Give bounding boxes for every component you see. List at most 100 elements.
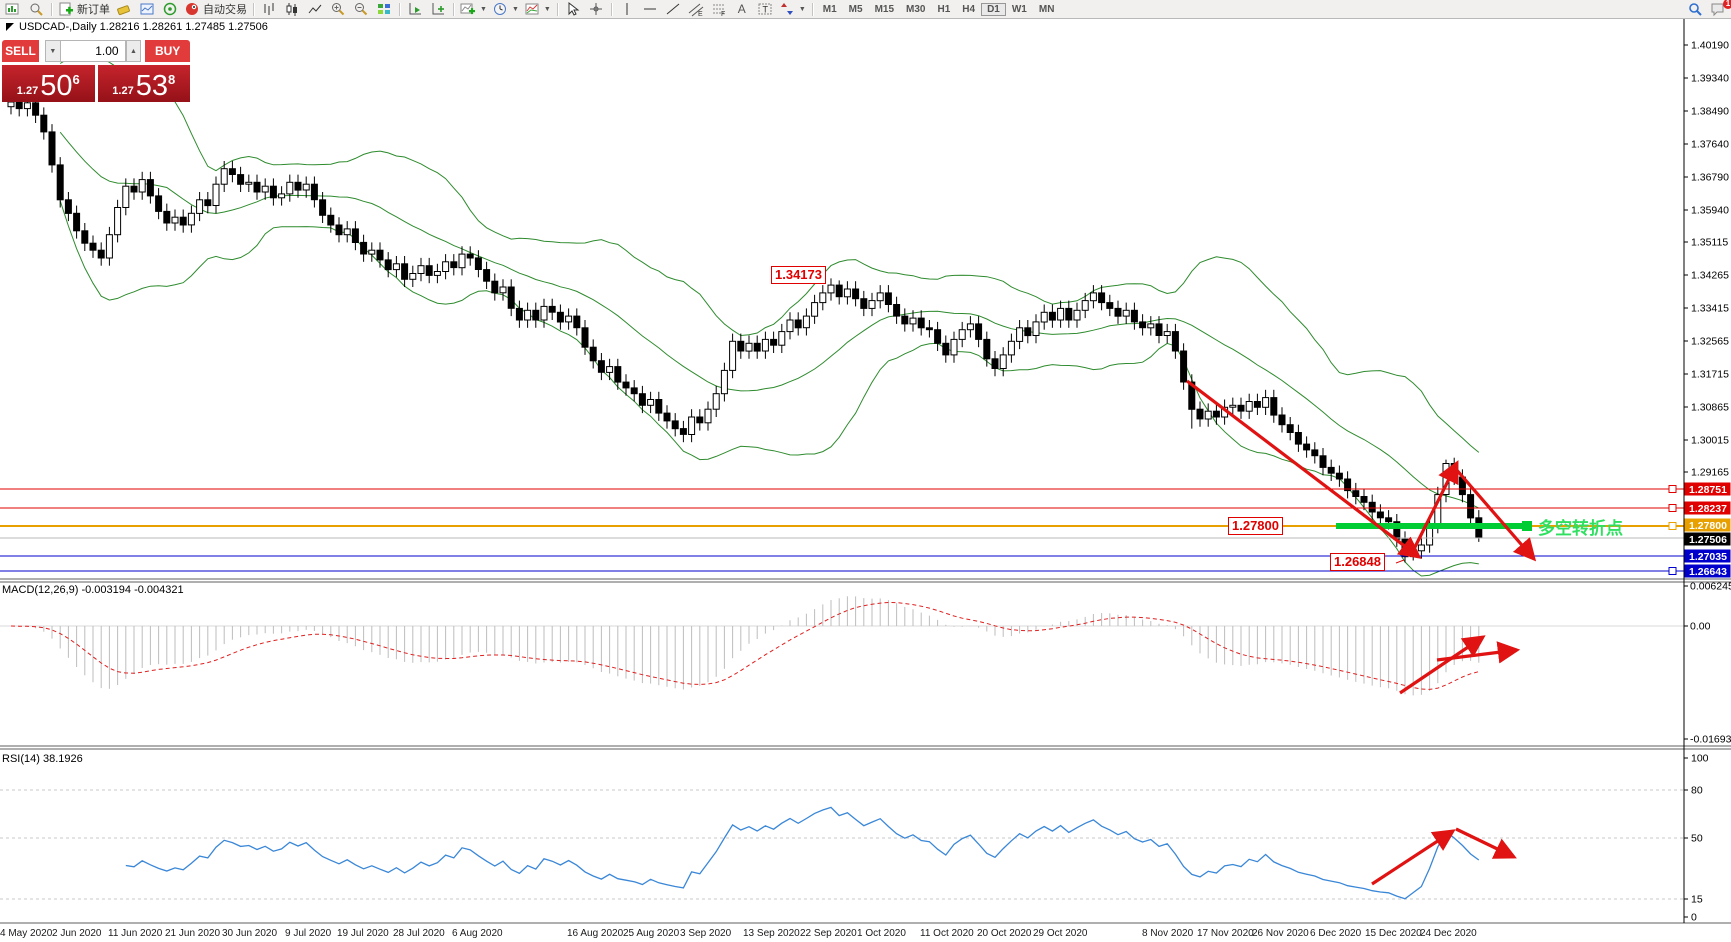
svg-text:1.29165: 1.29165 xyxy=(1691,467,1729,479)
tf-MN[interactable]: MN xyxy=(1038,3,1055,15)
svg-text:20 Oct 2020: 20 Oct 2020 xyxy=(977,928,1032,939)
svg-text:100: 100 xyxy=(1691,753,1709,765)
svg-text:2 Jun 2020: 2 Jun 2020 xyxy=(52,928,102,939)
text-button[interactable]: A xyxy=(737,2,746,16)
svg-text:17 Nov 2020: 17 Nov 2020 xyxy=(1197,928,1254,939)
chart-shift-button[interactable] xyxy=(427,1,449,17)
svg-text:0.006245: 0.006245 xyxy=(1690,581,1731,593)
svg-text:1.30015: 1.30015 xyxy=(1691,435,1729,447)
svg-text:1.35940: 1.35940 xyxy=(1691,205,1729,217)
tf-H4[interactable]: H4 xyxy=(962,3,976,15)
svg-text:50: 50 xyxy=(1691,833,1703,845)
chevron-down-icon: ▼ xyxy=(480,5,487,13)
chart-window-icon[interactable] xyxy=(136,1,158,17)
text-label-button[interactable]: T xyxy=(754,1,776,17)
turning-point-line[interactable] xyxy=(1336,521,1532,531)
sell-button[interactable]: SELL xyxy=(2,40,39,62)
new-chart-button[interactable] xyxy=(2,1,24,17)
tf-W1[interactable]: W1 xyxy=(1011,3,1027,15)
templates-button[interactable]: ▼ xyxy=(522,1,553,17)
timeframe-group: M1 M5 M15 M30 H1 H4 D1 W1 MN xyxy=(817,2,1061,16)
panel-separators xyxy=(0,578,1731,924)
svg-text:11 Oct 2020: 11 Oct 2020 xyxy=(920,928,974,939)
symbol-info-bar: USDCAD-,Daily 1.28216 1.28261 1.27485 1.… xyxy=(6,21,268,33)
svg-text:1.38490: 1.38490 xyxy=(1691,106,1729,118)
svg-text:1.35115: 1.35115 xyxy=(1691,237,1728,249)
cursor-button[interactable] xyxy=(562,1,584,17)
macd-signal-line xyxy=(10,601,1479,690)
buy-button[interactable]: BUY xyxy=(145,40,190,62)
toolbar-separator xyxy=(51,2,52,16)
autotrade-button[interactable]: 自动交易 xyxy=(182,1,249,17)
svg-text:29 Oct 2020: 29 Oct 2020 xyxy=(1033,928,1088,939)
toolbar-separator xyxy=(253,2,254,16)
svg-text:1.39340: 1.39340 xyxy=(1691,73,1729,85)
volume-increment-button[interactable]: ▲ xyxy=(125,40,142,62)
vertical-line-button[interactable] xyxy=(616,1,638,17)
macd-histogram xyxy=(18,596,1480,696)
price-annotation-tag[interactable]: 1.26848 xyxy=(1330,553,1385,571)
svg-text:1.27035: 1.27035 xyxy=(1689,551,1727,563)
tf-H1[interactable]: H1 xyxy=(937,3,951,15)
svg-text:80: 80 xyxy=(1691,785,1703,797)
svg-text:-0.016933: -0.016933 xyxy=(1690,734,1731,746)
sell-price-main: 50 xyxy=(40,70,73,102)
trendline-button[interactable] xyxy=(662,1,684,17)
arrows-button[interactable]: ▼ xyxy=(777,1,808,17)
svg-text:26 Nov 2020: 26 Nov 2020 xyxy=(1252,928,1309,939)
svg-text:T: T xyxy=(762,5,768,15)
periods-button[interactable]: ▼ xyxy=(490,1,521,17)
new-order-button[interactable]: 新订单 xyxy=(56,1,112,17)
bar-chart-button[interactable] xyxy=(258,1,280,17)
tf-D1[interactable]: D1 xyxy=(981,2,1006,16)
line-chart-button[interactable] xyxy=(304,1,326,17)
indicators-button[interactable]: ▼ xyxy=(458,1,489,17)
signal-icon[interactable] xyxy=(159,1,181,17)
tile-windows-button[interactable] xyxy=(373,1,395,17)
notifications-button[interactable]: 1 xyxy=(1707,0,1731,17)
crosshair-button[interactable] xyxy=(585,1,607,17)
svg-text:28 Jul 2020: 28 Jul 2020 xyxy=(393,928,445,939)
svg-text:1.27800: 1.27800 xyxy=(1689,520,1727,532)
svg-text:24 Dec 2020: 24 Dec 2020 xyxy=(1420,928,1477,939)
svg-text:3 Sep 2020: 3 Sep 2020 xyxy=(680,928,732,939)
trend-arrows[interactable] xyxy=(1186,379,1537,886)
date-axis[interactable]: 4 May 2020 2 Jun 2020 11 Jun 2020 21 Jun 20… xyxy=(0,928,1477,939)
price-annotation-tag[interactable]: 1.27800 xyxy=(1228,517,1283,535)
symbol-ohlc-text: USDCAD-,Daily 1.28216 1.28261 1.27485 1.… xyxy=(19,21,268,33)
zoom-in-button[interactable] xyxy=(327,1,349,17)
tf-M5[interactable]: M5 xyxy=(848,3,863,15)
price-level-label: 1.28751 xyxy=(1684,482,1731,496)
svg-text:1.28751: 1.28751 xyxy=(1689,484,1727,496)
zoom-out-button[interactable] xyxy=(350,1,372,17)
market-watch-icon[interactable] xyxy=(25,1,47,17)
sell-price-tile[interactable]: 1.27 50 6 xyxy=(2,65,95,102)
svg-text:25 Aug 2020: 25 Aug 2020 xyxy=(623,928,680,939)
sell-price-prefix: 1.27 xyxy=(16,85,39,97)
buy-price-tile[interactable]: 1.27 53 8 xyxy=(97,65,190,102)
price-annotation-tag[interactable]: 1.34173 xyxy=(771,266,826,284)
symbol-pointer-icon xyxy=(6,23,14,31)
rsi-indicator-label: RSI(14) 38.1926 xyxy=(2,753,83,765)
svg-text:F: F xyxy=(721,11,725,17)
fibonacci-button[interactable]: F xyxy=(708,1,730,17)
turning-point-annotation[interactable]: 多空转折点 xyxy=(1538,519,1623,538)
tf-M30[interactable]: M30 xyxy=(906,3,926,15)
line-handle xyxy=(1668,567,1677,575)
volume-input[interactable] xyxy=(59,40,126,62)
search-icon[interactable] xyxy=(1684,1,1706,17)
toolbar-separator xyxy=(399,2,400,16)
price-level-label: 1.28237 xyxy=(1684,501,1731,515)
price-axis[interactable]: 1.40190 1.39340 1.38490 1.37640 1.36790 1.359… xyxy=(1668,40,1731,924)
equidistant-channel-button[interactable]: E xyxy=(685,1,707,17)
horizontal-line-button[interactable] xyxy=(639,1,661,17)
tf-M1[interactable]: M1 xyxy=(822,3,837,15)
tf-M15[interactable]: M15 xyxy=(874,3,895,15)
volume-decrement-button[interactable]: ▼ xyxy=(44,40,60,62)
candlestick-chart-button[interactable] xyxy=(281,1,303,17)
chevron-down-icon: ▼ xyxy=(798,5,806,13)
auto-scroll-button[interactable] xyxy=(404,1,426,17)
eraser-icon[interactable] xyxy=(113,1,135,17)
one-click-trading-panel: SELL ▼ ▲ BUY 1.27 50 6 1.27 53 8 xyxy=(2,40,190,102)
